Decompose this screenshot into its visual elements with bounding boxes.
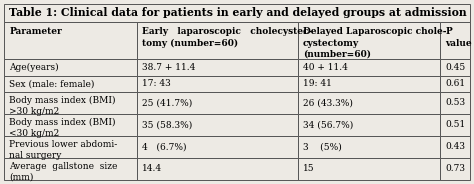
Text: 0.73: 0.73 bbox=[445, 164, 465, 174]
Bar bbox=[4, 136, 137, 158]
Text: Early   laparoscopic   cholecystec-
tomy (number=60): Early laparoscopic cholecystec- tomy (nu… bbox=[142, 27, 312, 48]
Text: 25 (41.7%): 25 (41.7%) bbox=[142, 98, 192, 107]
Bar bbox=[298, 136, 440, 158]
Text: Age(years): Age(years) bbox=[9, 63, 59, 72]
Bar bbox=[137, 59, 298, 76]
Text: Previous lower abdomi-
nal surgery: Previous lower abdomi- nal surgery bbox=[9, 140, 118, 160]
Bar bbox=[298, 59, 440, 76]
Bar bbox=[137, 114, 298, 136]
Text: Sex (male: female): Sex (male: female) bbox=[9, 79, 95, 88]
Text: 0.45: 0.45 bbox=[445, 63, 465, 72]
Text: 35 (58.3%): 35 (58.3%) bbox=[142, 120, 192, 129]
Text: 3    (5%): 3 (5%) bbox=[303, 142, 342, 151]
Text: 15: 15 bbox=[303, 164, 315, 174]
Text: 4   (6.7%): 4 (6.7%) bbox=[142, 142, 187, 151]
Bar bbox=[4, 4, 470, 22]
Text: Table 1: Clinical data for patients in early and delayed groups at admission: Table 1: Clinical data for patients in e… bbox=[9, 7, 467, 18]
Text: 0.61: 0.61 bbox=[445, 79, 465, 88]
Bar bbox=[298, 92, 440, 114]
Bar bbox=[4, 92, 137, 114]
Bar bbox=[137, 76, 298, 92]
Bar bbox=[137, 136, 298, 158]
Text: 17: 43: 17: 43 bbox=[142, 79, 171, 88]
Text: 0.51: 0.51 bbox=[445, 120, 465, 129]
Bar bbox=[137, 22, 298, 59]
Text: Body mass index (BMI)
<30 kg/m2: Body mass index (BMI) <30 kg/m2 bbox=[9, 118, 116, 138]
Text: 38.7 + 11.4: 38.7 + 11.4 bbox=[142, 63, 196, 72]
Bar bbox=[440, 92, 470, 114]
Text: 14.4: 14.4 bbox=[142, 164, 163, 174]
Bar bbox=[298, 114, 440, 136]
Bar bbox=[440, 76, 470, 92]
Bar bbox=[4, 22, 137, 59]
Bar bbox=[298, 76, 440, 92]
Bar bbox=[440, 114, 470, 136]
Bar bbox=[298, 158, 440, 180]
Bar bbox=[298, 22, 440, 59]
Text: 34 (56.7%): 34 (56.7%) bbox=[303, 120, 353, 129]
Text: 40 + 11.4: 40 + 11.4 bbox=[303, 63, 348, 72]
Text: 26 (43.3%): 26 (43.3%) bbox=[303, 98, 353, 107]
Text: Parameter: Parameter bbox=[9, 27, 62, 36]
Text: P
value: P value bbox=[445, 27, 472, 48]
Bar bbox=[4, 59, 137, 76]
Text: Delayed Laparoscopic chole-
cystectomy
(number=60): Delayed Laparoscopic chole- cystectomy (… bbox=[303, 27, 447, 59]
Bar bbox=[4, 76, 137, 92]
Bar bbox=[440, 59, 470, 76]
Text: Body mass index (BMI)
>30 kg/m2: Body mass index (BMI) >30 kg/m2 bbox=[9, 96, 116, 116]
Bar bbox=[4, 158, 137, 180]
Bar bbox=[440, 22, 470, 59]
Text: 0.53: 0.53 bbox=[445, 98, 465, 107]
Bar bbox=[440, 136, 470, 158]
Text: Average  gallstone  size
(mm): Average gallstone size (mm) bbox=[9, 162, 118, 182]
Bar bbox=[137, 92, 298, 114]
Bar bbox=[4, 114, 137, 136]
Bar bbox=[440, 158, 470, 180]
Text: 0.43: 0.43 bbox=[445, 142, 465, 151]
Text: 19: 41: 19: 41 bbox=[303, 79, 332, 88]
Bar bbox=[137, 158, 298, 180]
